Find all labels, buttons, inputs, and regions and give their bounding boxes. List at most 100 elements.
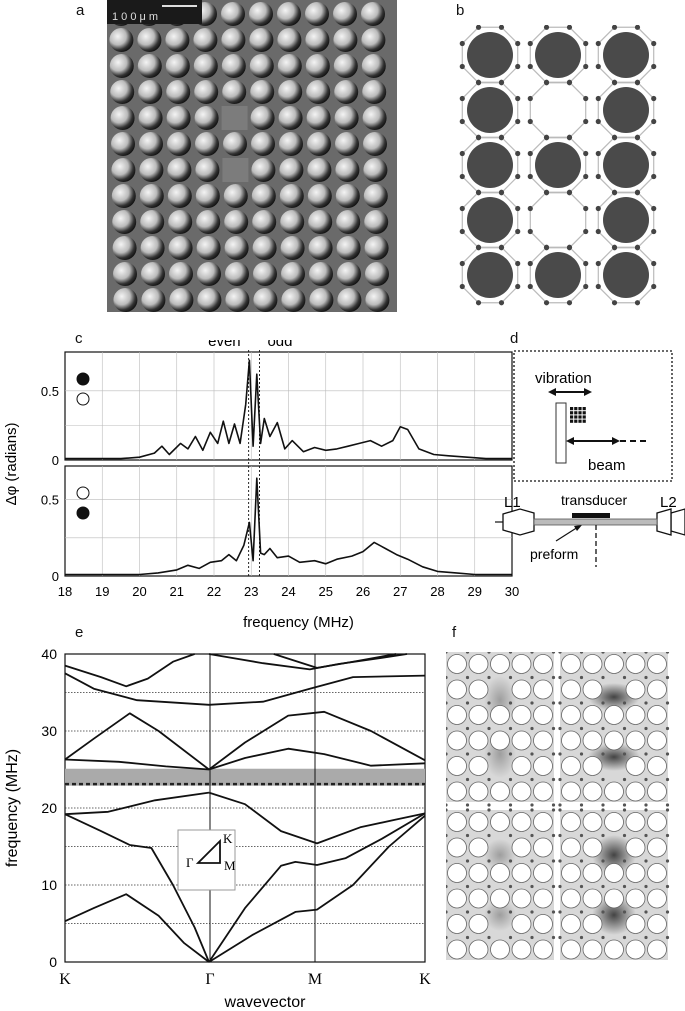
mode-map-node [601,652,605,654]
mode-map-hole [561,888,581,909]
mode-map-node [579,803,584,807]
mode-map-node [601,884,605,889]
air-hole [141,288,166,312]
lattice-node [566,189,573,195]
band-gap-region [65,768,425,786]
mode-map-tile [558,652,670,807]
mode-map-hole [533,863,553,883]
air-hole [195,184,220,208]
air-hole [253,262,277,286]
mode-map-hole [561,730,581,751]
air-hole [307,132,331,156]
air-hole [194,106,219,130]
mode-map-hole [561,914,581,934]
air-hole [252,210,277,234]
beam-arrow-head-2 [612,437,620,445]
lattice-node [595,40,601,47]
air-hole [364,210,389,234]
lattice-node [475,25,482,30]
air-hole [111,132,135,156]
air-hole [333,28,358,52]
panel-label-e: e [75,624,84,641]
air-hole [167,184,192,208]
mode-map-tile [446,808,556,960]
air-hole [335,184,360,208]
mode-map-node [530,935,534,940]
preform-pointer-head [574,525,582,531]
mode-map-node [465,675,470,680]
mode-map-node [446,752,448,756]
lattice-node [515,40,521,47]
irreducible-zone [195,838,221,864]
mode-map-node [551,833,556,838]
mode-map-bg [560,810,668,960]
mode-map-hole [647,679,667,700]
mode-map-node [665,910,670,914]
lattice-node [527,63,533,70]
lattice-node [583,150,589,157]
lattice-node [515,205,521,212]
fiber-slab [555,402,567,464]
air-hole [277,28,302,52]
air-hole [194,80,219,104]
fiber-hole [574,407,578,411]
lattice-node [498,25,505,30]
mode-map-hole [490,812,510,832]
mode-map-hole [490,654,510,674]
air-hole [278,80,303,104]
lattice-node [459,118,465,125]
field-spot [592,835,636,875]
mode-map-node [601,803,605,807]
mode-map-node [508,910,513,914]
lattice-node [583,40,589,47]
mode-map-node [551,652,556,654]
xtick-label: 25 [319,584,333,599]
mode-map-hole [647,888,667,909]
mode-map-hole [647,837,667,858]
mode-map-node [446,777,448,782]
band-curve [64,758,210,771]
mode-map-node [465,808,470,812]
mode-map-node [579,859,584,863]
band-curve [64,791,210,816]
mode-map-node [644,833,648,838]
mode-map-node [487,859,491,863]
mode-map-node [446,884,448,889]
mode-map-hole [625,730,646,751]
air-hole [306,106,331,130]
lattice-node [611,300,618,306]
mode-map-hole [604,781,624,802]
mode-map-node [579,935,584,940]
mode-map-hole [468,888,489,909]
lens-l2 [670,508,685,536]
mode-map-node [487,833,491,838]
mode-map-hole [582,730,603,751]
lattice-node [543,25,550,30]
mode-map-hole [468,812,489,832]
air-hole [278,106,303,130]
scale-bar-box [107,0,202,24]
band-xtick-label: K [59,971,71,988]
band-curve [208,791,426,845]
mode-map-node [465,833,470,838]
mode-map-node [622,910,627,914]
lens-l2-back [656,508,672,536]
mode-map-node [601,777,605,782]
lattice-node [595,95,601,102]
mode-map-hole [647,781,667,802]
air-hole [334,80,359,104]
mode-map-hole [625,756,646,776]
lens-l1 [502,508,535,536]
solid-rod [535,142,581,188]
mode-map-hole [561,939,581,960]
air-hole [195,132,219,156]
mode-map-hole [647,756,667,776]
air-hole [334,106,359,130]
air-hole [139,132,163,156]
mode-map-node [487,726,491,731]
mode-map-node [446,652,448,654]
transducer-label: transducer [561,492,627,508]
mode-map-hole [490,888,510,909]
lens-l1-label: L1 [504,494,521,511]
mode-map-node [622,859,627,863]
